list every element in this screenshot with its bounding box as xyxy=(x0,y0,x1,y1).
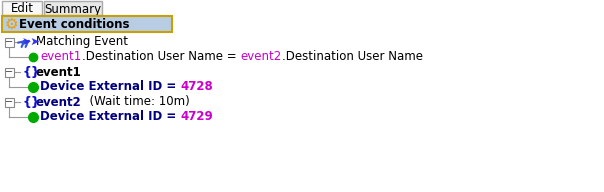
Text: −: − xyxy=(5,37,13,47)
Text: (Wait time: 10m): (Wait time: 10m) xyxy=(82,95,190,108)
Text: −: − xyxy=(5,97,13,107)
Text: −: − xyxy=(5,67,13,77)
Text: Device External ID =: Device External ID = xyxy=(40,111,181,123)
Text: ➤➤: ➤➤ xyxy=(22,37,40,47)
Text: .Destination User Name =: .Destination User Name = xyxy=(82,50,240,64)
Text: {}: {} xyxy=(22,95,40,108)
Text: ⚙: ⚙ xyxy=(5,17,19,31)
FancyBboxPatch shape xyxy=(5,98,14,107)
Text: Event conditions: Event conditions xyxy=(19,17,129,31)
FancyBboxPatch shape xyxy=(2,16,172,32)
FancyBboxPatch shape xyxy=(5,38,14,47)
Text: Summary: Summary xyxy=(45,2,101,16)
Text: event1: event1 xyxy=(36,65,82,79)
Text: .Destination User Name: .Destination User Name xyxy=(283,50,423,64)
FancyBboxPatch shape xyxy=(44,1,102,15)
Text: event2: event2 xyxy=(36,95,82,108)
Text: Edit: Edit xyxy=(10,2,33,16)
Text: {}: {} xyxy=(22,65,40,79)
Text: Device External ID =: Device External ID = xyxy=(40,80,181,94)
FancyBboxPatch shape xyxy=(5,68,14,77)
Text: Matching Event: Matching Event xyxy=(36,36,128,49)
FancyBboxPatch shape xyxy=(2,1,42,15)
Text: 4728: 4728 xyxy=(181,80,214,94)
Text: event2: event2 xyxy=(240,50,282,64)
Text: event1: event1 xyxy=(40,50,82,64)
Text: 4729: 4729 xyxy=(181,111,214,123)
